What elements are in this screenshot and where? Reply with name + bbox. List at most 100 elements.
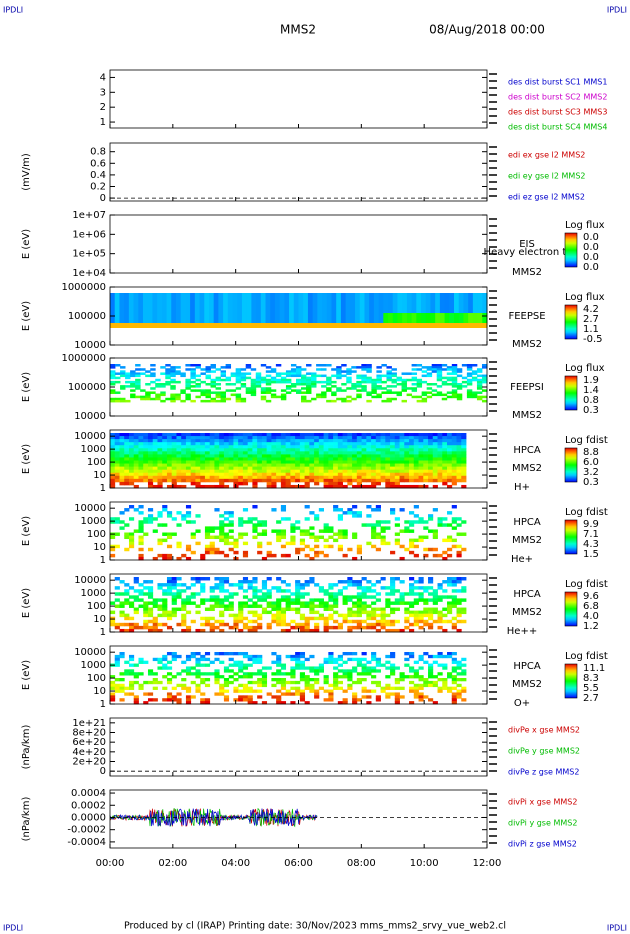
y-tick-label: 1000 (81, 516, 106, 527)
spectrogram-cell (347, 445, 353, 449)
spectrogram-cell (114, 445, 120, 449)
spectrogram-cell (166, 586, 173, 590)
spectrogram-cell (218, 293, 224, 323)
spectrogram-cell (375, 628, 381, 633)
spectrogram-cell (110, 389, 116, 392)
spectrogram-cell (347, 672, 353, 676)
spectrogram-cell (209, 454, 215, 458)
spectrogram-cell (290, 669, 296, 673)
spectrogram-cell (409, 675, 415, 679)
spectrogram-cell (119, 445, 125, 449)
spectrogram-cell (261, 478, 268, 483)
spectrogram-cell (205, 393, 211, 397)
spectrogram-cell (295, 607, 301, 612)
spectrogram-cell (157, 460, 163, 464)
spectrogram-cell (437, 448, 443, 452)
spectrogram-cell (242, 520, 249, 524)
spectrogram-cell (190, 433, 196, 437)
spectrogram-cell (252, 436, 258, 440)
spectrogram-cell (481, 389, 488, 392)
spectrogram-cell (138, 529, 144, 533)
spectrogram-cell (442, 469, 448, 474)
spectrogram-cell (428, 463, 434, 468)
spectrogram-cell (447, 454, 453, 458)
spectrogram-cell (418, 457, 424, 461)
spectrogram-cell (209, 589, 215, 593)
spectrogram-cell (110, 433, 116, 437)
spectrogram-cell (276, 701, 282, 705)
y-tick-label: 6e+20 (72, 737, 106, 748)
spectrogram-cell (295, 433, 301, 437)
spectrogram-cell (214, 454, 220, 458)
spectrogram-cell (336, 366, 342, 369)
spectrogram-cell (265, 323, 271, 328)
spectrogram-cell (285, 370, 292, 373)
spectrogram-cell (138, 436, 144, 440)
spectrogram-cell (413, 580, 419, 584)
spectrogram-cell (409, 469, 415, 474)
spectrogram-cell (386, 385, 392, 388)
spectrogram-cell (242, 550, 249, 555)
spectrogram-cell (394, 698, 400, 702)
spectrogram-cell (204, 698, 211, 702)
spectrogram-cell (399, 433, 405, 437)
spectrogram-cell (152, 604, 158, 608)
spectrogram-cell (110, 601, 116, 605)
spectrogram-cell (413, 436, 419, 440)
spectrogram-cell (252, 589, 258, 593)
spectrogram-cell (361, 669, 367, 673)
spectrogram-cell (413, 448, 419, 452)
spectrogram-cell (128, 463, 135, 468)
spectrogram-cell (454, 293, 460, 313)
spectrogram-cell (284, 293, 290, 323)
spectrogram-cell (200, 616, 206, 621)
spectrogram-cell (261, 451, 268, 455)
spectrogram-cell (157, 442, 163, 446)
spectrogram-cell (409, 433, 415, 437)
spectrogram-cell (366, 445, 372, 449)
spectrogram-cell (347, 481, 353, 486)
spectrogram-cell (371, 625, 377, 630)
spectrogram-cell (371, 523, 377, 527)
spectrogram-cell (157, 523, 163, 527)
spectrogram-cell (295, 448, 301, 452)
spectrogram-cell (423, 442, 429, 446)
spectrogram-cell (195, 529, 201, 533)
spectrogram-cell (456, 610, 462, 615)
spectrogram-cell (110, 457, 116, 461)
spectrogram-cell (361, 601, 367, 605)
spectrogram-cell (255, 383, 262, 386)
spectrogram-cell (130, 385, 136, 388)
spectrogram-cell (366, 541, 372, 546)
spectrogram-cell (290, 457, 296, 461)
spectrogram-cell (219, 586, 225, 590)
spectrogram-cell (366, 466, 372, 471)
spectrogram-cell (380, 433, 386, 437)
spectrogram-cell (323, 592, 329, 596)
spectrogram-cell (238, 451, 244, 455)
spectrogram-cell (209, 466, 215, 471)
spectrogram-cell (328, 689, 334, 693)
spectrogram-cell (257, 657, 263, 662)
spectrogram-cell (385, 628, 391, 633)
spectrogram-cell (328, 613, 334, 618)
spectrogram-cell (238, 683, 244, 688)
spectrogram-cell (170, 372, 176, 375)
spectrogram-cell (181, 589, 187, 593)
spectrogram-cell (472, 323, 479, 328)
spectrogram-cell (342, 475, 348, 480)
spectrogram-cell (238, 607, 244, 612)
spectrogram-cell (446, 378, 453, 382)
spectrogram-cell (261, 433, 268, 437)
spectrogram-cell (301, 380, 307, 384)
spectrogram-cell (299, 672, 306, 676)
spectrogram-cell (176, 592, 182, 596)
colorbar (564, 591, 578, 627)
spectrogram-cell (238, 448, 244, 452)
spectrogram-cell (138, 293, 144, 323)
spectrogram-cell (200, 380, 206, 384)
spectrogram-cell (451, 366, 458, 369)
spectrogram-cell (385, 436, 391, 440)
spectrogram-cell (328, 526, 334, 530)
